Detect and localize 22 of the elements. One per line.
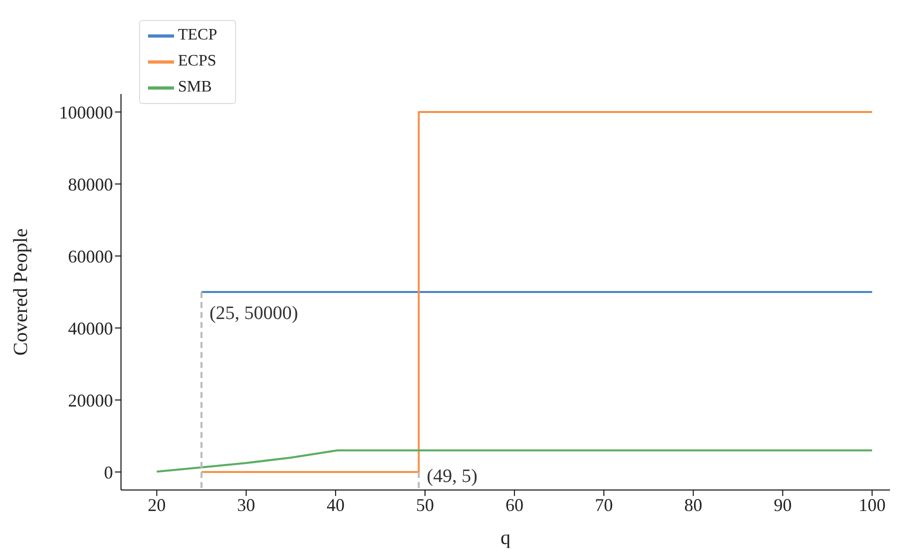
x-tick-label: 20 <box>148 494 166 515</box>
x-tick-label: 100 <box>858 494 886 515</box>
legend-label: SMB <box>178 78 212 96</box>
y-tick-label: 60000 <box>68 246 113 266</box>
legend-label: TECP <box>178 26 218 44</box>
x-tick-label: 60 <box>505 494 524 515</box>
annotation: (25, 50000) <box>209 303 298 324</box>
y-tick-label: 0 <box>104 462 113 482</box>
x-tick-label: 40 <box>326 494 345 515</box>
y-tick-label: 20000 <box>68 390 113 410</box>
y-tick-label: 40000 <box>68 318 113 338</box>
y-tick-label: 80000 <box>68 174 113 194</box>
x-tick-label: 30 <box>237 494 256 515</box>
legend-label: ECPS <box>178 52 216 70</box>
x-tick-label: 90 <box>774 494 792 515</box>
y-tick-label: 100000 <box>59 102 113 122</box>
x-tick-label: 70 <box>594 494 613 515</box>
x-tick-label: 50 <box>416 494 434 515</box>
y-axis-title: Covered People <box>10 228 32 356</box>
annotation: (49, 5) <box>426 466 478 487</box>
x-tick-label: 80 <box>684 494 702 515</box>
x-axis-title: q <box>500 527 510 549</box>
